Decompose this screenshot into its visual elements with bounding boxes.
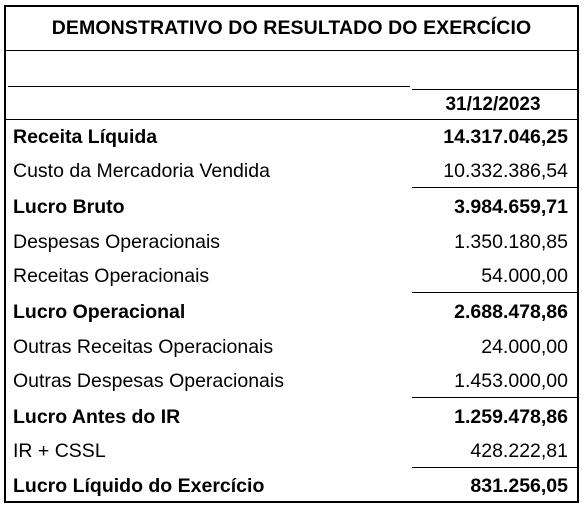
row-value: 14.317.046,25 xyxy=(443,126,568,148)
row-lucro-antes-ir: Lucro Antes do IR 1.259.478,86 xyxy=(6,400,577,434)
row-label: Lucro Líquido do Exercício xyxy=(13,475,265,497)
row-label: Outras Receitas Operacionais xyxy=(13,336,274,358)
row-label: Receita Líquida xyxy=(13,126,158,148)
row-label: Receitas Operacionais xyxy=(13,265,210,287)
row-receita-liquida: Receita Líquida 14.317.046,25 xyxy=(6,120,577,154)
row-label: Lucro Antes do IR xyxy=(13,406,181,428)
row-label: IR + CSSL xyxy=(13,440,106,462)
row-value: 428.222,81 xyxy=(470,440,568,462)
row-label: Outras Despesas Operacionais xyxy=(13,370,284,392)
date-column-header: 31/12/2023 xyxy=(445,94,541,115)
header-bottom-rule xyxy=(6,119,577,120)
subtotal-rule xyxy=(412,292,577,293)
row-value: 831.256,05 xyxy=(470,475,568,497)
subtotal-rule xyxy=(412,467,577,468)
row-value: 3.984.659,71 xyxy=(454,196,568,218)
row-lucro-liquido: Lucro Líquido do Exercício 831.256,05 xyxy=(6,469,577,503)
row-label: Lucro Operacional xyxy=(13,301,186,323)
header-left-rule xyxy=(8,86,410,87)
row-outras-despesas: Outras Despesas Operacionais 1.453.000,0… xyxy=(6,364,577,398)
row-value: 2.688.478,86 xyxy=(454,301,568,323)
row-value: 54.000,00 xyxy=(481,265,568,287)
header-right-rule xyxy=(412,89,577,90)
report-title: DEMONSTRATIVO DO RESULTADO DO EXERCÍCIO xyxy=(6,7,577,51)
row-ir-cssl: IR + CSSL 428.222,81 xyxy=(6,434,577,468)
row-custo-mercadoria: Custo da Mercadoria Vendida 10.332.386,5… xyxy=(6,154,577,188)
row-label: Custo da Mercadoria Vendida xyxy=(13,160,270,182)
row-receitas-operacionais: Receitas Operacionais 54.000,00 xyxy=(6,259,577,293)
row-lucro-operacional: Lucro Operacional 2.688.478,86 xyxy=(6,295,577,329)
row-outras-receitas: Outras Receitas Operacionais 24.000,00 xyxy=(6,330,577,364)
dre-table: DEMONSTRATIVO DO RESULTADO DO EXERCÍCIO … xyxy=(4,5,579,503)
row-value: 10.332.386,54 xyxy=(443,160,568,182)
row-value: 1.453.000,00 xyxy=(454,370,568,392)
row-value: 24.000,00 xyxy=(481,336,568,358)
subtotal-rule xyxy=(412,397,577,398)
subtotal-rule xyxy=(412,187,577,188)
row-lucro-bruto: Lucro Bruto 3.984.659,71 xyxy=(6,190,577,224)
row-value: 1.259.478,86 xyxy=(454,406,568,428)
row-label: Despesas Operacionais xyxy=(13,231,221,253)
row-despesas-operacionais: Despesas Operacionais 1.350.180,85 xyxy=(6,225,577,259)
row-label: Lucro Bruto xyxy=(13,196,125,218)
row-value: 1.350.180,85 xyxy=(454,231,568,253)
